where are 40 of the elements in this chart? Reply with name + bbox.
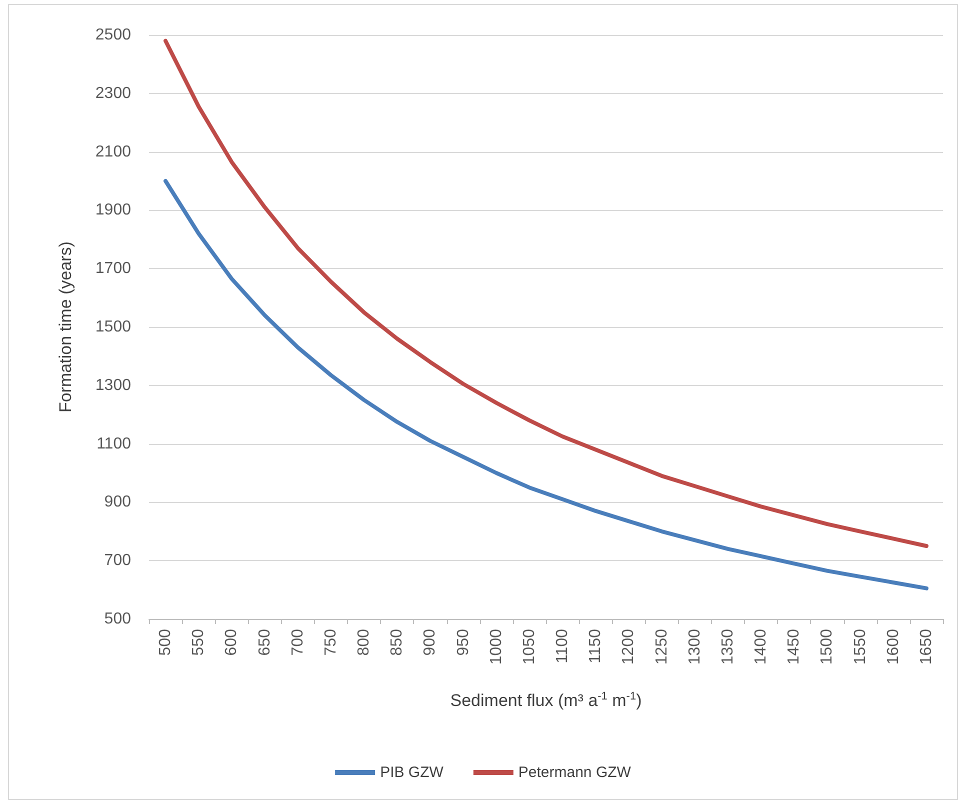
x-tick-label: 1100 [554, 628, 572, 664]
x-tick-label: 950 [454, 628, 472, 656]
x-tick-label: 1050 [520, 628, 538, 665]
x-tick-label: 850 [388, 628, 406, 656]
line-series [164, 38, 928, 548]
line-series [164, 179, 928, 590]
x-tick-label: 1350 [719, 628, 736, 665]
y-tick-label: 1100 [96, 435, 132, 452]
x-tick-label: 1450 [786, 628, 803, 665]
y-tick-label: 500 [104, 610, 132, 628]
x-tick-label: 900 [422, 628, 439, 656]
x-tick-label: 1400 [752, 628, 770, 665]
y-tick-label: 1700 [95, 260, 132, 278]
y-tick-label: 1300 [95, 376, 132, 394]
x-tick-label: 1200 [620, 628, 638, 665]
x-tick-label: 1550 [852, 628, 869, 665]
x-tick-label: 1000 [488, 628, 505, 665]
legend-label: PIB GZW [380, 764, 444, 781]
x-tick-label: 650 [256, 628, 274, 656]
x-tick-label: 550 [190, 628, 208, 656]
x-tick-label: 1150 [587, 628, 604, 664]
x-tick-label: 1500 [818, 628, 836, 665]
x-tick-label: 600 [223, 628, 240, 656]
y-tick-label: 900 [104, 494, 132, 511]
x-tick-label: 750 [322, 628, 340, 656]
y-tick-label: 700 [104, 552, 132, 570]
y-tick-label: 1500 [95, 318, 132, 336]
x-tick-label: 700 [289, 628, 306, 656]
x-tick-label: 1300 [686, 628, 704, 665]
y-axis-title: Formation time (years) [56, 242, 75, 412]
legend-label: Petermann GZW [518, 764, 632, 781]
y-tick-label: 2100 [95, 143, 132, 160]
y-tick-label: 2500 [95, 26, 132, 44]
x-tick-label: 1600 [884, 628, 902, 665]
x-tick-label: 1650 [918, 628, 935, 665]
y-tick-label: 2300 [95, 84, 132, 102]
x-tick-label: 1250 [653, 628, 670, 665]
x-tick-label: 500 [157, 628, 174, 656]
y-tick-label: 1900 [95, 202, 132, 219]
x-tick-label: 800 [356, 628, 373, 656]
